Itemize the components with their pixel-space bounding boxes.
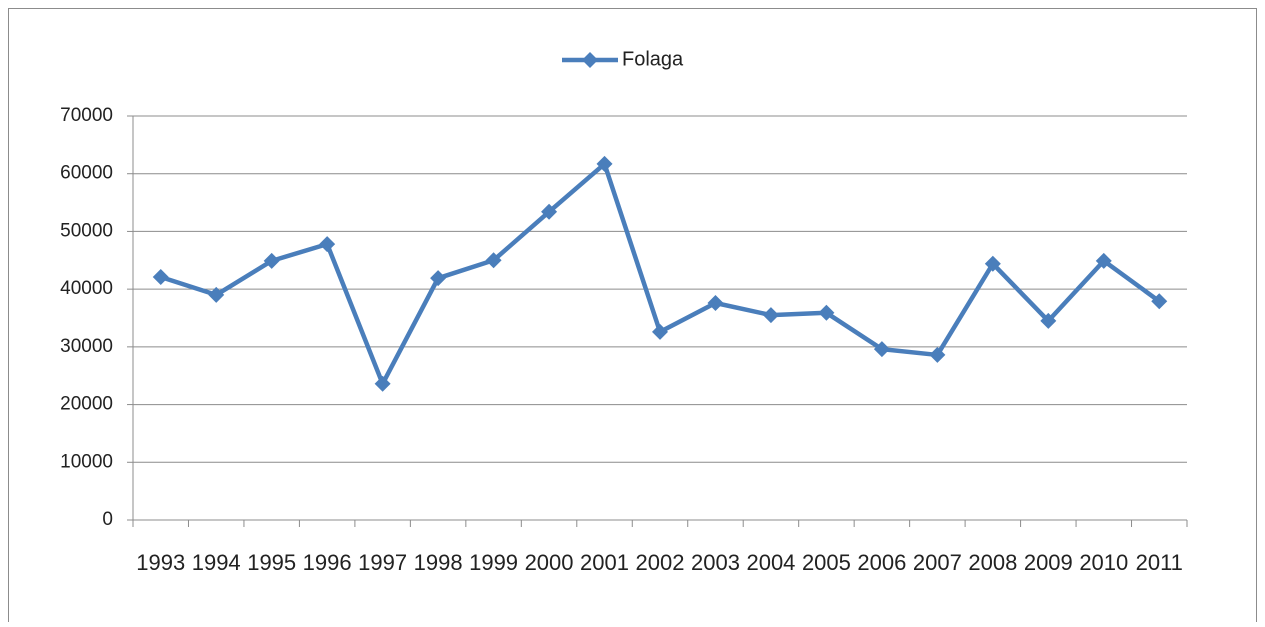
x-tick-label: 2006 bbox=[857, 550, 906, 575]
x-tick-label: 2008 bbox=[968, 550, 1017, 575]
data-point bbox=[208, 286, 225, 303]
x-tick-label: 1996 bbox=[303, 550, 352, 575]
data-point bbox=[652, 323, 668, 340]
x-tick-label: 2002 bbox=[636, 550, 685, 575]
data-point bbox=[1151, 293, 1168, 310]
x-tick-label: 1998 bbox=[414, 550, 463, 575]
legend-label: Folaga bbox=[622, 48, 684, 70]
x-tick-label: 2009 bbox=[1024, 550, 1073, 575]
x-tick-label: 1999 bbox=[469, 550, 518, 575]
data-point bbox=[873, 341, 890, 358]
legend-marker bbox=[582, 52, 598, 68]
y-tick-label: 10000 bbox=[60, 451, 113, 472]
data-point bbox=[263, 252, 280, 269]
x-tick-label: 2000 bbox=[525, 550, 574, 575]
x-tick-label: 1997 bbox=[358, 550, 407, 575]
x-tick-label: 1993 bbox=[136, 550, 185, 575]
data-point bbox=[707, 294, 724, 311]
y-tick-label: 20000 bbox=[60, 394, 113, 415]
data-point bbox=[1040, 312, 1057, 329]
data-point bbox=[319, 236, 336, 253]
x-tick-label: 1995 bbox=[247, 550, 296, 575]
y-tick-label: 30000 bbox=[60, 336, 113, 357]
y-tick-label: 60000 bbox=[60, 163, 113, 184]
data-point bbox=[929, 346, 946, 363]
data-point bbox=[984, 255, 1001, 272]
data-point bbox=[1095, 252, 1112, 269]
x-tick-label: 2007 bbox=[913, 550, 962, 575]
data-point bbox=[430, 270, 447, 287]
chart-frame bbox=[8, 8, 1257, 627]
x-tick-label: 2010 bbox=[1079, 550, 1128, 575]
data-point bbox=[541, 203, 558, 220]
x-tick-label: 2011 bbox=[1136, 550, 1183, 575]
data-point bbox=[762, 307, 779, 324]
y-tick-label: 0 bbox=[102, 509, 113, 530]
data-point bbox=[596, 155, 613, 172]
x-tick-label: 2005 bbox=[802, 550, 851, 575]
x-tick-label: 2004 bbox=[746, 550, 795, 575]
x-tick-label: 2003 bbox=[691, 550, 740, 575]
data-point bbox=[374, 375, 391, 392]
data-point bbox=[485, 252, 502, 269]
x-tick-label: 1994 bbox=[192, 550, 241, 575]
y-tick-label: 70000 bbox=[60, 105, 113, 126]
data-point bbox=[818, 304, 835, 321]
data-point bbox=[152, 269, 169, 286]
y-tick-label: 40000 bbox=[60, 278, 113, 299]
x-tick-label: 2001 bbox=[580, 550, 629, 575]
y-tick-label: 50000 bbox=[60, 220, 113, 241]
